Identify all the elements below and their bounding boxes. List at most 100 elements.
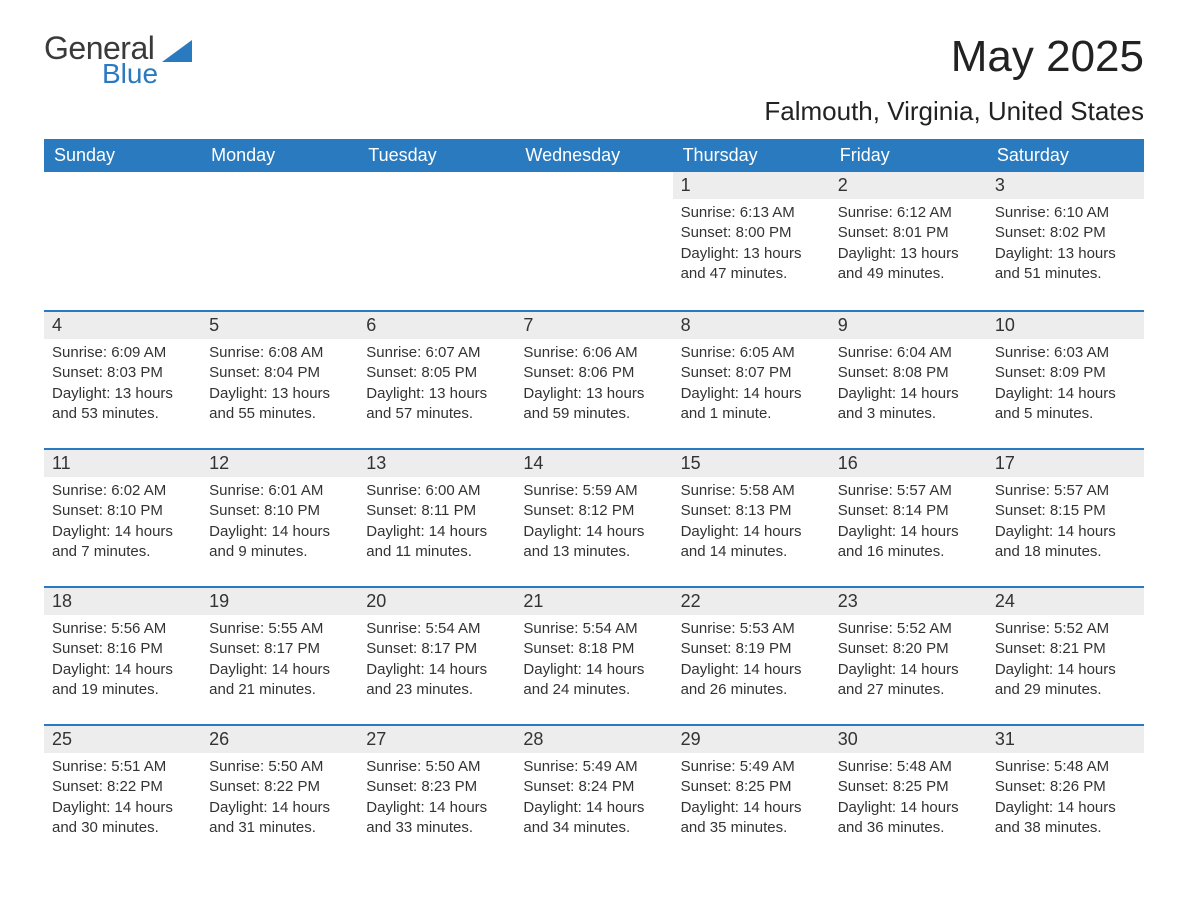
day-details: Sunrise: 6:02 AMSunset: 8:10 PMDaylight:… <box>44 477 201 566</box>
calendar-cell: 8Sunrise: 6:05 AMSunset: 8:07 PMDaylight… <box>673 310 830 448</box>
sunrise-text: Sunrise: 5:49 AM <box>681 757 822 777</box>
sunset-text: Sunset: 8:20 PM <box>838 639 979 659</box>
sunrise-text: Sunrise: 6:08 AM <box>209 343 350 363</box>
day-number: 18 <box>44 586 201 615</box>
sunset-text: Sunset: 8:03 PM <box>52 363 193 383</box>
calendar-row: 11Sunrise: 6:02 AMSunset: 8:10 PMDayligh… <box>44 448 1144 586</box>
sunset-text: Sunset: 8:14 PM <box>838 501 979 521</box>
sunset-text: Sunset: 8:24 PM <box>523 777 664 797</box>
day-number: 19 <box>201 586 358 615</box>
day-details: Sunrise: 5:50 AMSunset: 8:22 PMDaylight:… <box>201 753 358 842</box>
sunset-text: Sunset: 8:10 PM <box>209 501 350 521</box>
daylight-text: Daylight: 14 hours and 11 minutes. <box>366 522 507 563</box>
day-details: Sunrise: 6:10 AMSunset: 8:02 PMDaylight:… <box>987 199 1144 288</box>
logo: General Blue <box>44 32 198 88</box>
sunset-text: Sunset: 8:06 PM <box>523 363 664 383</box>
calendar-cell: 25Sunrise: 5:51 AMSunset: 8:22 PMDayligh… <box>44 724 201 862</box>
sunrise-text: Sunrise: 6:09 AM <box>52 343 193 363</box>
sunset-text: Sunset: 8:25 PM <box>681 777 822 797</box>
day-number: 25 <box>44 724 201 753</box>
day-number: 16 <box>830 448 987 477</box>
day-number: 1 <box>673 172 830 199</box>
sunset-text: Sunset: 8:09 PM <box>995 363 1136 383</box>
calendar-row: 4 Sunrise: 6:09 AMSunset: 8:03 PM Daylight… <box>44 310 1144 448</box>
sunset-text: Sunset: 8:25 PM <box>838 777 979 797</box>
day-details: Sunrise: 5:54 AMSunset: 8:18 PMDaylight:… <box>515 615 672 704</box>
sunrise-text: Sunrise: 5:58 AM <box>681 481 822 501</box>
calendar-cell: 5Sunrise: 6:08 AMSunset: 8:04 PMDaylight… <box>201 310 358 448</box>
sunrise-text: Sunrise: 5:48 AM <box>838 757 979 777</box>
day-details: Sunrise: 5:49 AMSunset: 8:25 PMDaylight:… <box>673 753 830 842</box>
calendar-row: 18Sunrise: 5:56 AMSunset: 8:16 PMDayligh… <box>44 586 1144 724</box>
day-number: 4 <box>44 310 201 339</box>
day-details: Sunrise: 5:57 AMSunset: 8:14 PMDaylight:… <box>830 477 987 566</box>
calendar-cell: 19Sunrise: 5:55 AMSunset: 8:17 PMDayligh… <box>201 586 358 724</box>
day-details: Sunrise: 5:59 AMSunset: 8:12 PMDaylight:… <box>515 477 672 566</box>
calendar-cell: 14Sunrise: 5:59 AMSunset: 8:12 PMDayligh… <box>515 448 672 586</box>
sunrise-text: Sunrise: 6:07 AM <box>366 343 507 363</box>
daylight-text: Daylight: 14 hours and 29 minutes. <box>995 660 1136 701</box>
daylight-text: Daylight: 14 hours and 7 minutes. <box>52 522 193 563</box>
daylight-text: Daylight: 13 hours and 49 minutes. <box>838 244 979 285</box>
calendar-cell: 6Sunrise: 6:07 AMSunset: 8:05 PMDaylight… <box>358 310 515 448</box>
calendar-cell <box>358 172 515 310</box>
daylight-text: Daylight: 14 hours and 23 minutes. <box>366 660 507 701</box>
calendar-cell: 21Sunrise: 5:54 AMSunset: 8:18 PMDayligh… <box>515 586 672 724</box>
sunrise-text: Sunrise: 5:53 AM <box>681 619 822 639</box>
calendar-cell: 20Sunrise: 5:54 AMSunset: 8:17 PMDayligh… <box>358 586 515 724</box>
day-number: 12 <box>201 448 358 477</box>
sunset-text: Sunset: 8:01 PM <box>838 223 979 243</box>
day-details: Sunrise: 6:05 AMSunset: 8:07 PMDaylight:… <box>673 339 830 428</box>
sunset-text: Sunset: 8:12 PM <box>523 501 664 521</box>
calendar-cell: 16Sunrise: 5:57 AMSunset: 8:14 PMDayligh… <box>830 448 987 586</box>
sunrise-text: Sunrise: 5:50 AM <box>209 757 350 777</box>
day-details: Sunrise: 6:08 AMSunset: 8:04 PMDaylight:… <box>201 339 358 428</box>
calendar-cell: 24Sunrise: 5:52 AMSunset: 8:21 PMDayligh… <box>987 586 1144 724</box>
daylight-text: Daylight: 14 hours and 35 minutes. <box>681 798 822 839</box>
day-details: Sunrise: 5:48 AMSunset: 8:25 PMDaylight:… <box>830 753 987 842</box>
calendar-cell: 17Sunrise: 5:57 AMSunset: 8:15 PMDayligh… <box>987 448 1144 586</box>
daylight-text: Daylight: 14 hours and 19 minutes. <box>52 660 193 701</box>
day-details: Sunrise: 5:57 AMSunset: 8:15 PMDaylight:… <box>987 477 1144 566</box>
sunset-text: Sunset: 8:26 PM <box>995 777 1136 797</box>
weekday-header-row: Sunday Monday Tuesday Wednesday Thursday… <box>44 139 1144 172</box>
day-number: 23 <box>830 586 987 615</box>
daylight-text: Daylight: 14 hours and 13 minutes. <box>523 522 664 563</box>
sunset-text: Sunset: 8:02 PM <box>995 223 1136 243</box>
calendar-cell: 11Sunrise: 6:02 AMSunset: 8:10 PMDayligh… <box>44 448 201 586</box>
day-number: 28 <box>515 724 672 753</box>
weekday-header: Monday <box>201 139 358 172</box>
calendar-cell: 1Sunrise: 6:13 AMSunset: 8:00 PMDaylight… <box>673 172 830 310</box>
daylight-text: Daylight: 14 hours and 1 minute. <box>681 384 822 425</box>
day-number: 3 <box>987 172 1144 199</box>
sunrise-text: Sunrise: 6:02 AM <box>52 481 193 501</box>
day-number: 22 <box>673 586 830 615</box>
day-details: Sunrise: 6:03 AMSunset: 8:09 PMDaylight:… <box>987 339 1144 428</box>
sunrise-text: Sunrise: 5:48 AM <box>995 757 1136 777</box>
daylight-text: Daylight: 14 hours and 27 minutes. <box>838 660 979 701</box>
daylight-text: Daylight: 14 hours and 24 minutes. <box>523 660 664 701</box>
sunset-text: Sunset: 8:10 PM <box>52 501 193 521</box>
sunrise-text: Sunrise: 5:55 AM <box>209 619 350 639</box>
calendar-cell: 15Sunrise: 5:58 AMSunset: 8:13 PMDayligh… <box>673 448 830 586</box>
day-number: 14 <box>515 448 672 477</box>
daylight-text: Daylight: 14 hours and 16 minutes. <box>838 522 979 563</box>
sunrise-text: Sunrise: 6:03 AM <box>995 343 1136 363</box>
sunrise-text: Sunrise: 6:01 AM <box>209 481 350 501</box>
calendar-cell: 3Sunrise: 6:10 AMSunset: 8:02 PMDaylight… <box>987 172 1144 310</box>
sunrise-text: Sunrise: 5:54 AM <box>523 619 664 639</box>
daylight-text: Daylight: 14 hours and 21 minutes. <box>209 660 350 701</box>
daylight-text: Daylight: 14 hours and 14 minutes. <box>681 522 822 563</box>
logo-triangle-icon <box>162 38 198 64</box>
calendar-cell: 7Sunrise: 6:06 AMSunset: 8:06 PMDaylight… <box>515 310 672 448</box>
day-details: Sunrise: 5:52 AMSunset: 8:21 PMDaylight:… <box>987 615 1144 704</box>
sunset-text: Sunset: 8:07 PM <box>681 363 822 383</box>
sunset-text: Sunset: 8:19 PM <box>681 639 822 659</box>
weekday-header: Thursday <box>673 139 830 172</box>
daylight-text: Daylight: 14 hours and 38 minutes. <box>995 798 1136 839</box>
sunrise-text: Sunrise: 5:49 AM <box>523 757 664 777</box>
day-number: 8 <box>673 310 830 339</box>
weekday-header: Tuesday <box>358 139 515 172</box>
day-details: Sunrise: 5:50 AMSunset: 8:23 PMDaylight:… <box>358 753 515 842</box>
day-details: Sunrise: 6:04 AMSunset: 8:08 PMDaylight:… <box>830 339 987 428</box>
